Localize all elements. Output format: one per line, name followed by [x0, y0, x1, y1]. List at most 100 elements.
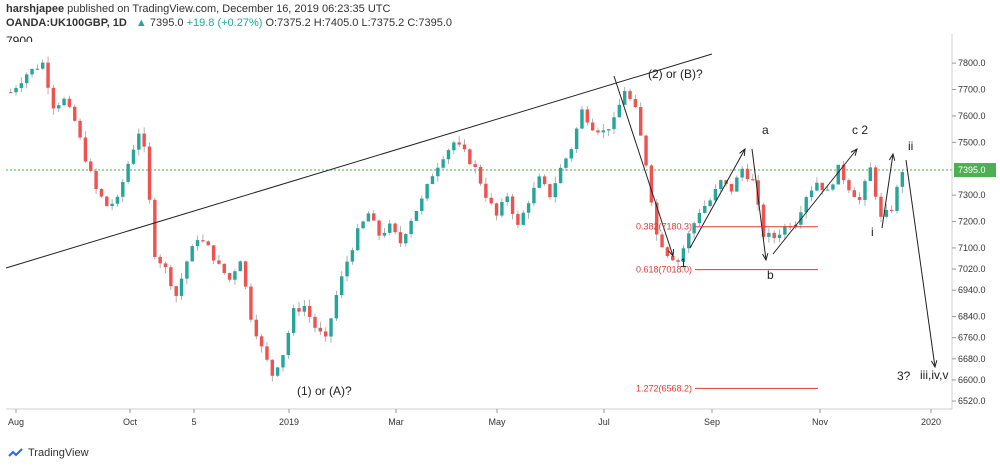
candle-body [238, 261, 242, 272]
x-tick-label-4: Mar [388, 417, 404, 427]
candle-body [815, 182, 819, 191]
candle-body [831, 184, 835, 190]
candle-body [318, 327, 323, 332]
candle-body [681, 248, 686, 262]
candle-body [649, 165, 654, 203]
candle-body [158, 256, 162, 264]
candle-body [99, 189, 104, 197]
candle-body [275, 367, 280, 376]
candle-body [751, 179, 755, 181]
price-change: +19.8 (+0.27%) [186, 17, 263, 29]
candle-body [307, 306, 312, 317]
candle-body [345, 261, 349, 277]
wave-arrow-1 [613, 75, 674, 257]
candle-body [548, 184, 552, 198]
candle-body [473, 164, 477, 167]
y-tick-label-2: 7600.0 [958, 111, 986, 121]
candle-body [30, 68, 34, 75]
candle-body [868, 167, 873, 182]
candle-body [852, 190, 856, 198]
wave-arrow-b-head [762, 253, 769, 262]
wave-label-7: ii [908, 139, 913, 153]
up-arrow-icon: ▲ [135, 17, 147, 29]
candle-body [142, 133, 146, 147]
wave-label-1: (1) or (A)? [297, 384, 352, 398]
x-tick-label-9: 2020 [921, 417, 941, 427]
candle-body [687, 233, 691, 249]
candle-body [131, 149, 136, 164]
price-chart[interactable]: 0.382(7180.3)0.618(7018.0)1.272(6568.2) … [0, 34, 1000, 443]
current-price-label: 7395.0 [958, 165, 986, 175]
tradingview-icon [8, 448, 23, 457]
publish-text: published on TradingView.com, December 1… [67, 3, 391, 15]
y-tick-label-6: 7100.0 [958, 243, 986, 253]
candle-body [249, 286, 253, 320]
candle-body [201, 240, 205, 242]
candle-body [436, 167, 440, 177]
candle-body [366, 213, 371, 222]
x-tick-label-5: May [488, 417, 506, 427]
tradingview-logo[interactable]: TradingView [8, 447, 89, 459]
wave-label-4: c 2 [852, 123, 868, 137]
candle-body [19, 83, 24, 89]
candle-body [211, 245, 216, 261]
candle-body [446, 150, 451, 160]
y-tick-label-4: 7300.0 [958, 190, 986, 200]
candle-body [377, 220, 381, 236]
candle-body [665, 247, 670, 257]
symbol-label[interactable]: OANDA:UK100GBP, 1D [6, 17, 127, 29]
candle-body [457, 142, 461, 145]
candle-body [217, 260, 221, 264]
ohlc-values: O:7375.2 H:7405.0 L:7375.2 C:7395.0 [265, 17, 453, 29]
candle-body [73, 106, 77, 121]
publish-info: harshjapee published on TradingView.com,… [6, 3, 390, 15]
wave-arrow-1-head [668, 248, 675, 258]
candle-body [596, 130, 600, 133]
candle-body [628, 91, 632, 100]
publisher-name[interactable]: harshjapee [6, 3, 65, 15]
candle-body [713, 188, 718, 201]
candle-body [24, 74, 29, 84]
wave-label-3: b [767, 268, 774, 282]
candle-body [703, 206, 707, 213]
wave-arrow-c [772, 148, 858, 255]
candle-body [900, 172, 905, 187]
candle-body [745, 168, 750, 180]
candle-body [94, 170, 98, 190]
candle-body [879, 196, 883, 217]
fib-label-2: 1.272(6568.2) [636, 383, 692, 393]
candle-body [83, 137, 88, 162]
candle-body [526, 203, 531, 213]
candle-body [622, 91, 627, 105]
candle-body [558, 167, 563, 184]
candle-body [895, 186, 899, 211]
candle-body [569, 149, 574, 159]
candle-body [356, 228, 360, 251]
candle-body [195, 240, 200, 247]
candle-body [644, 135, 648, 166]
candle-body [243, 261, 248, 287]
candle-body [51, 87, 56, 109]
candle-body [772, 232, 776, 239]
candle-body [62, 98, 66, 106]
candle-body [676, 260, 680, 262]
candle-body [761, 204, 766, 237]
footer: TradingView [0, 443, 1000, 467]
candle-body [863, 181, 867, 200]
candle-body [484, 183, 488, 198]
candle-body [8, 92, 13, 94]
wave-label-9: iii,iv,v [920, 368, 948, 382]
candle-body [884, 209, 889, 217]
candle-body [46, 62, 50, 88]
wave-arrow-a-head [739, 147, 746, 157]
candle-body [382, 232, 387, 236]
wave-label-2: a [762, 123, 769, 137]
candle-body [110, 203, 114, 207]
candle-body [388, 223, 392, 233]
symbol-info: OANDA:UK100GBP, 1D ▲ 7395.0 +19.8 (+0.27… [6, 17, 452, 29]
candle-body [542, 176, 547, 185]
candle-body [174, 286, 178, 296]
candle-body [660, 234, 664, 248]
candle-body [532, 187, 536, 204]
y-tick-label-11: 6680.0 [958, 354, 986, 364]
